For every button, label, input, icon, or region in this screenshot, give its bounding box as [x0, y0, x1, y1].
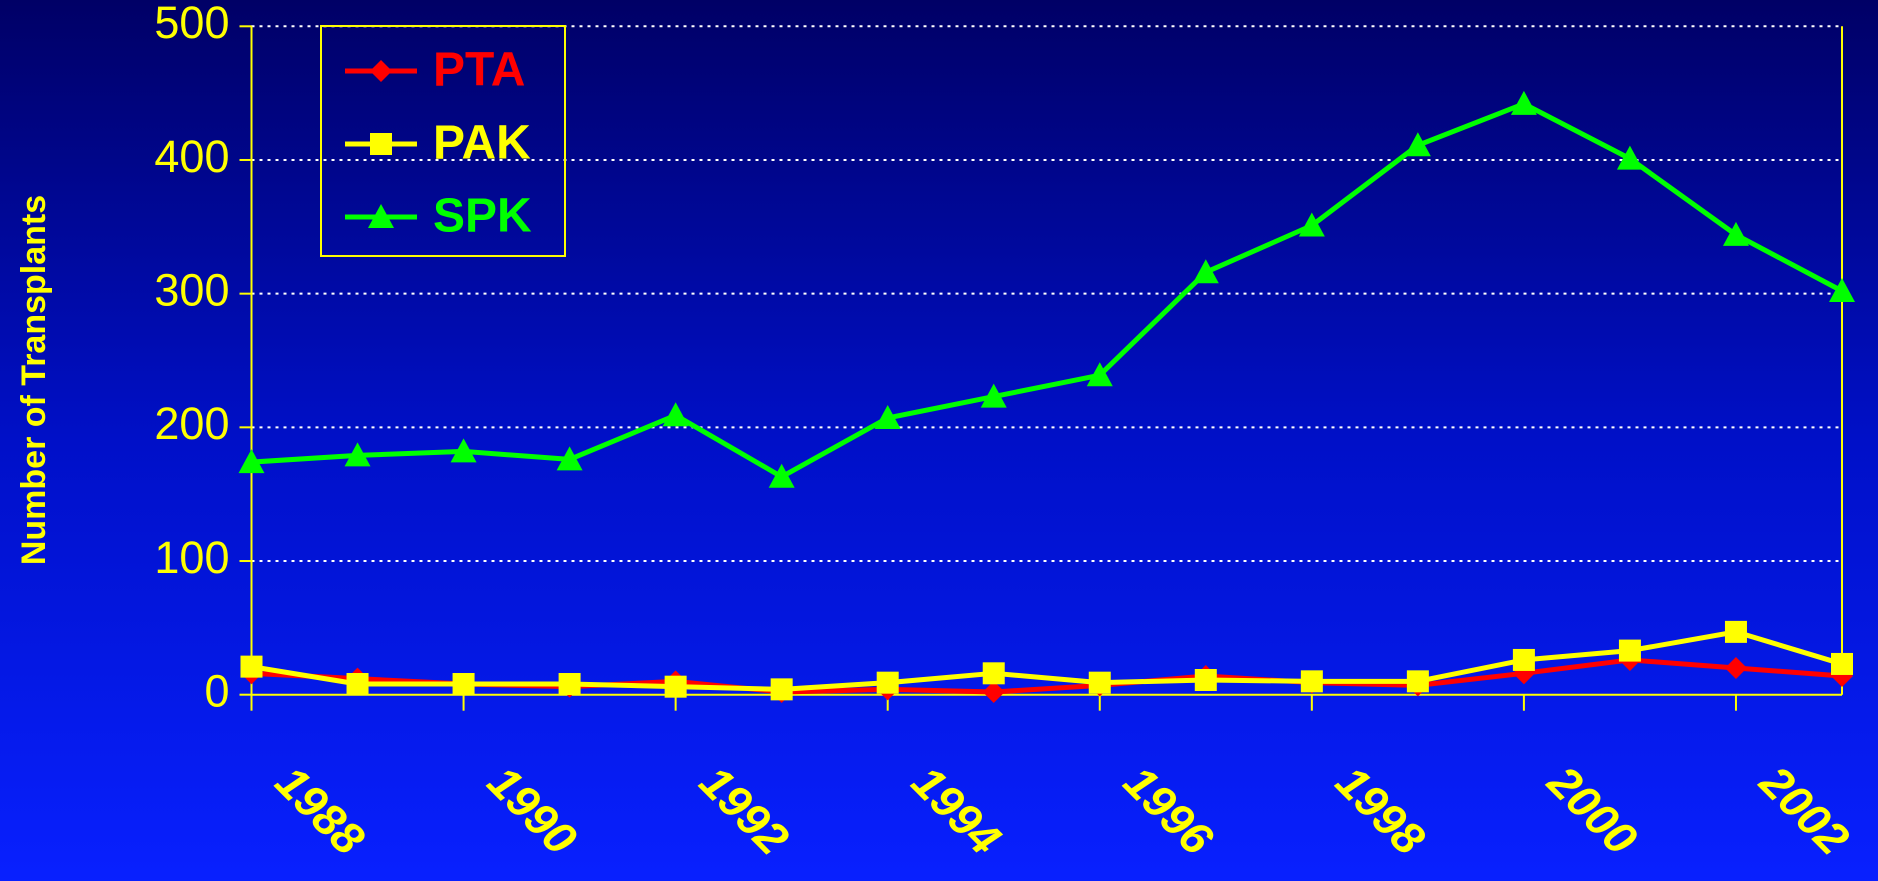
y-axis-label: Number of Transplants [15, 195, 53, 565]
data-point [1829, 277, 1855, 302]
legend-marker [370, 133, 392, 155]
data-point [1616, 145, 1643, 170]
legend-marker [370, 60, 392, 82]
x-tick-label: 1992 [690, 756, 799, 865]
data-point [1831, 652, 1853, 675]
data-point [770, 678, 793, 701]
data-point [1192, 259, 1219, 284]
legend-box [320, 25, 566, 257]
series-line [251, 629, 1843, 692]
x-tick-label: 1990 [478, 756, 587, 865]
x-tick-label: 1996 [1114, 756, 1223, 865]
data-point [1298, 212, 1325, 237]
data-point [768, 463, 795, 488]
data-point [662, 402, 689, 427]
data-point [1300, 670, 1323, 693]
data-point [1724, 620, 1747, 643]
data-point [1510, 90, 1537, 115]
data-point [1724, 656, 1747, 679]
data-point [980, 383, 1007, 408]
x-tick-label: 2002 [1750, 755, 1860, 865]
data-point [1086, 362, 1113, 387]
data-point [1722, 221, 1749, 246]
data-point [450, 438, 477, 463]
data-point [558, 673, 581, 696]
y-tick-label: 100 [154, 532, 229, 583]
y-tick-label: 200 [154, 398, 229, 449]
y-tick-label: 400 [154, 131, 229, 182]
data-point [346, 673, 369, 696]
x-tick-label: 2000 [1538, 755, 1648, 865]
y-tick-label: 300 [154, 265, 229, 316]
data-point [452, 673, 475, 696]
x-tick-label: 1988 [266, 756, 375, 865]
legend-label: PTA [433, 44, 525, 97]
data-point [238, 449, 265, 474]
x-tick-label: 1994 [902, 756, 1011, 865]
data-point [1088, 671, 1111, 694]
data-point [1618, 639, 1641, 662]
series-line [251, 101, 1844, 480]
legend-label: PAK [433, 117, 531, 170]
data-point [1194, 668, 1217, 691]
data-point [344, 442, 371, 467]
data-point [1404, 132, 1431, 157]
data-point [876, 671, 899, 694]
y-tick-label: 500 [154, 0, 229, 48]
data-point [556, 446, 583, 471]
data-point [982, 662, 1005, 685]
legend-label: SPK [433, 190, 532, 243]
data-point [240, 655, 263, 678]
legend-marker [368, 204, 394, 228]
data-point [1406, 670, 1429, 693]
data-point [664, 675, 687, 698]
y-tick-label: 0 [204, 666, 229, 717]
data-point [982, 681, 1005, 704]
data-point [1512, 648, 1535, 671]
x-tick-label: 1998 [1326, 756, 1435, 865]
data-point [874, 404, 901, 429]
